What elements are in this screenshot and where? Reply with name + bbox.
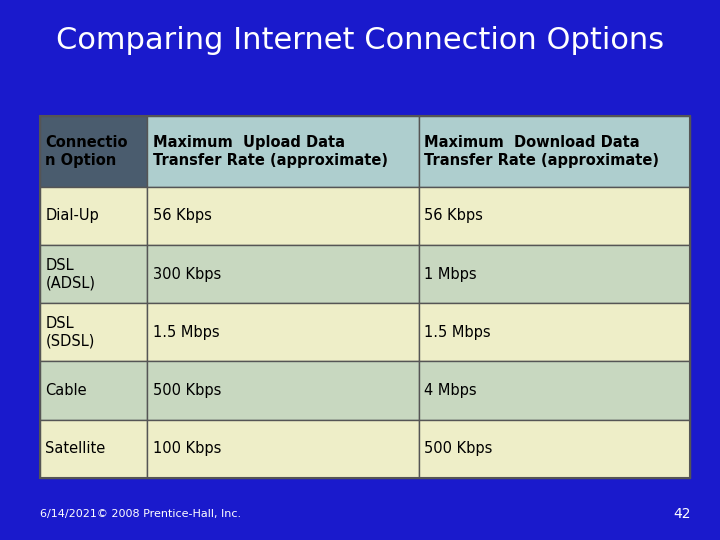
- Text: Dial-Up: Dial-Up: [45, 208, 99, 223]
- Bar: [418, 420, 690, 478]
- Text: 4 Mbps: 4 Mbps: [424, 383, 477, 398]
- Text: 100 Kbps: 100 Kbps: [153, 441, 221, 456]
- Text: Maximum  Download Data
Transfer Rate (approximate): Maximum Download Data Transfer Rate (app…: [424, 135, 660, 167]
- Bar: [147, 245, 418, 303]
- Bar: [418, 245, 690, 303]
- Text: Cable: Cable: [45, 383, 87, 398]
- Bar: [418, 187, 690, 245]
- Text: 56 Kbps: 56 Kbps: [153, 208, 212, 223]
- Text: 42: 42: [674, 507, 691, 521]
- Bar: [147, 361, 418, 420]
- Bar: [418, 116, 690, 187]
- Bar: [147, 420, 418, 478]
- Text: 1 Mbps: 1 Mbps: [424, 267, 477, 281]
- Text: 1.5 Mbps: 1.5 Mbps: [153, 325, 220, 340]
- Bar: [40, 116, 690, 478]
- Text: 1.5 Mbps: 1.5 Mbps: [424, 325, 491, 340]
- Text: 500 Kbps: 500 Kbps: [153, 383, 221, 398]
- Text: 56 Kbps: 56 Kbps: [424, 208, 483, 223]
- Text: 300 Kbps: 300 Kbps: [153, 267, 221, 281]
- Bar: [40, 303, 147, 361]
- Bar: [147, 116, 418, 187]
- Bar: [418, 361, 690, 420]
- Bar: [40, 361, 147, 420]
- Text: Satellite: Satellite: [45, 441, 106, 456]
- Bar: [40, 420, 147, 478]
- Bar: [147, 187, 418, 245]
- Text: DSL
(SDSL): DSL (SDSL): [45, 316, 95, 348]
- Text: 500 Kbps: 500 Kbps: [424, 441, 492, 456]
- Bar: [40, 245, 147, 303]
- Text: Connectio
n Option: Connectio n Option: [45, 135, 128, 167]
- Bar: [40, 187, 147, 245]
- Text: DSL
(ADSL): DSL (ADSL): [45, 258, 95, 290]
- Bar: [40, 116, 147, 187]
- Text: Comparing Internet Connection Options: Comparing Internet Connection Options: [56, 26, 664, 55]
- Text: Maximum  Upload Data
Transfer Rate (approximate): Maximum Upload Data Transfer Rate (appro…: [153, 135, 387, 167]
- Text: 6/14/2021© 2008 Prentice-Hall, Inc.: 6/14/2021© 2008 Prentice-Hall, Inc.: [40, 509, 240, 519]
- Bar: [147, 303, 418, 361]
- Bar: [418, 303, 690, 361]
